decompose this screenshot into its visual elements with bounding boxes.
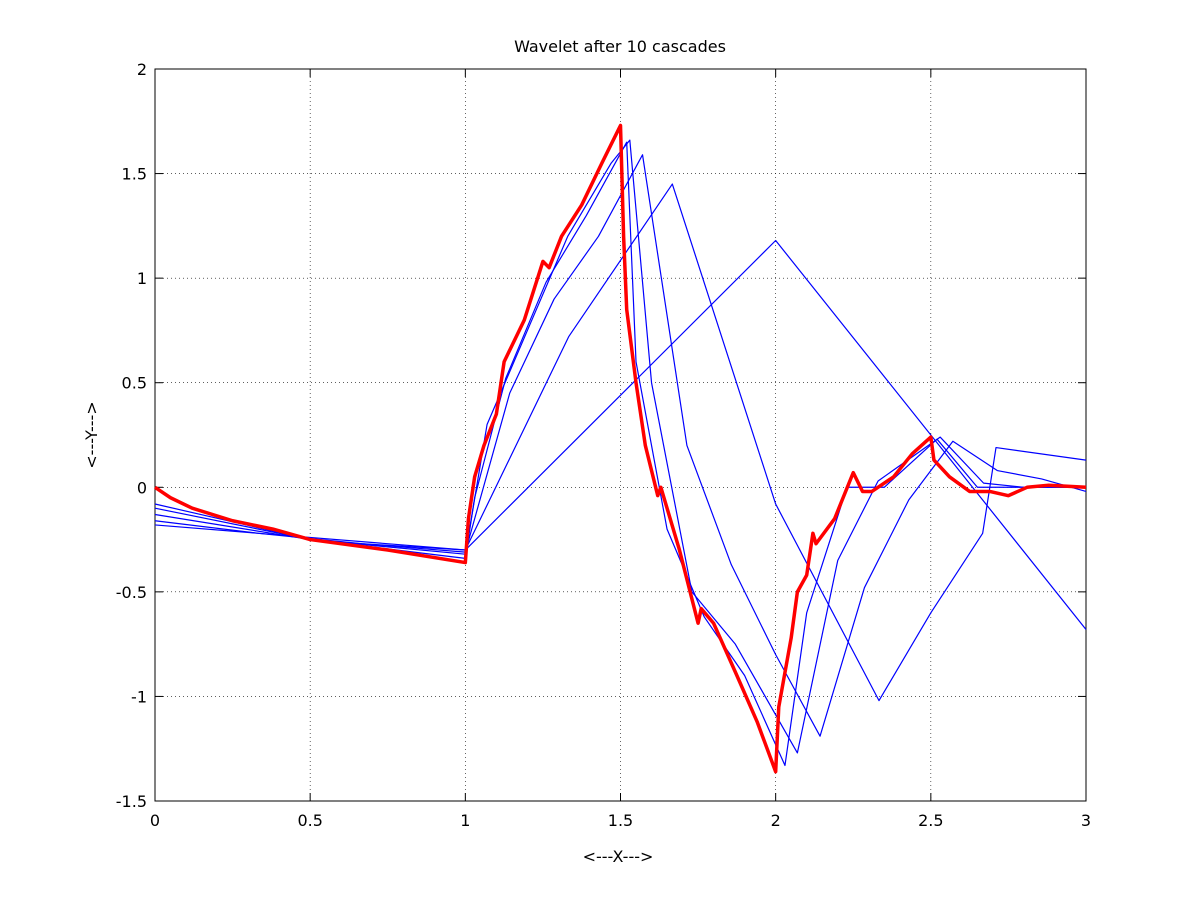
x-tick-label: 2 [771,811,781,830]
plot-frame [154,68,1087,802]
data-line [154,239,1087,630]
y-tick-label: -1 [131,687,147,706]
y-tick-label: 0.5 [122,374,147,393]
y-tick-label: 1 [137,269,147,288]
y-tick-label: 1.5 [122,165,147,184]
x-tick-label: 2.5 [918,811,943,830]
y-tick-label: -1.5 [116,792,147,811]
x-tick-label: 1 [460,811,470,830]
chart-title: Wavelet after 10 cascades [514,37,726,56]
x-tick-label: 3 [1081,811,1091,830]
x-axis-label: <---X---> [583,847,654,866]
y-tick-label: -0.5 [116,583,147,602]
y-tick-label: 0 [137,478,147,497]
data-line [154,154,1087,737]
x-tick-label: 0.5 [297,811,322,830]
y-axis-label: <---Y---> [82,401,101,468]
x-tick-label: 0 [150,811,160,830]
data-line [154,123,1087,774]
x-tick-label: 1.5 [608,811,633,830]
y-tick-label: 2 [137,60,147,79]
